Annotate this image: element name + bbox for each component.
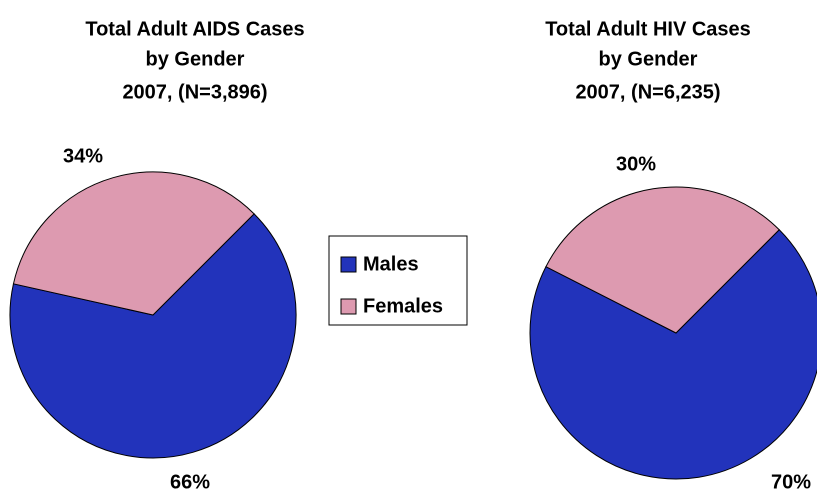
pie-slice [545,186,780,334]
pie-slice [12,171,255,316]
data-label: 30% [616,153,656,175]
chart-title: Total Adult AIDS Cases [85,18,304,40]
legend-label: Males [363,253,419,275]
pie-slice [9,213,297,459]
pie-slice [529,229,817,480]
chart-title: by Gender [146,48,245,70]
chart-title: by Gender [599,48,698,70]
chart-title: Total Adult HIV Cases [545,18,751,40]
legend-swatch [340,298,357,315]
data-label: 66% [170,471,210,493]
legend-swatch [340,256,357,273]
data-label: 70% [771,471,811,493]
legend-label: Females [363,295,443,317]
data-label: 34% [63,145,103,167]
chart-title: 2007, (N=6,235) [575,81,720,103]
chart-title: 2007, (N=3,896) [122,81,267,103]
